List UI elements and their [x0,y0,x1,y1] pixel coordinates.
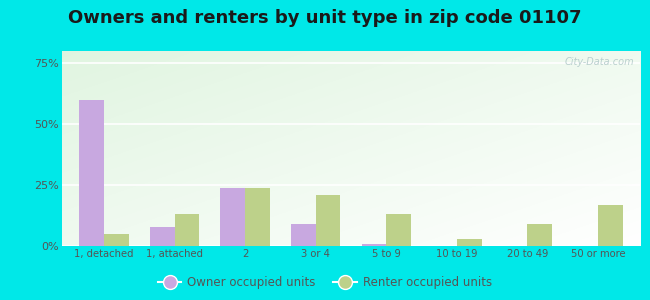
Bar [361,244,386,246]
Bar [316,195,341,246]
Bar [598,205,623,246]
Bar [457,239,482,246]
Bar [150,226,175,246]
Bar [502,245,527,246]
Bar [175,214,200,246]
Text: City-Data.com: City-Data.com [565,57,634,67]
Bar [291,224,316,246]
Bar [104,234,129,246]
Legend: Owner occupied units, Renter occupied units: Owner occupied units, Renter occupied un… [153,272,497,294]
Bar [527,224,552,246]
Bar [573,245,598,246]
Bar [220,188,245,246]
Bar [386,214,411,246]
Bar [245,188,270,246]
Text: Owners and renters by unit type in zip code 01107: Owners and renters by unit type in zip c… [68,9,582,27]
Bar [79,100,104,246]
Bar [432,245,457,246]
